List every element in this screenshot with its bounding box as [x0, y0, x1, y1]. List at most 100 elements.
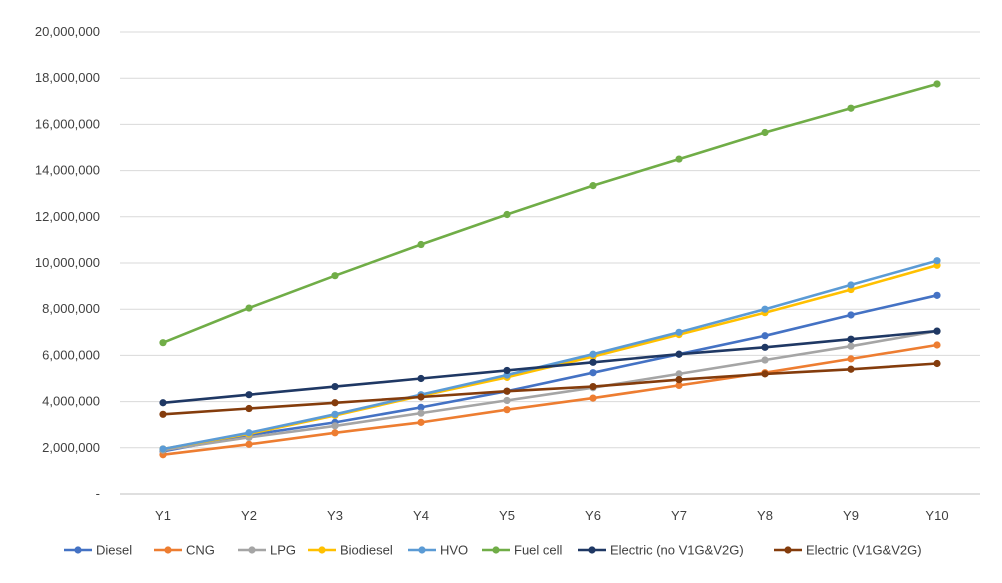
data-point [331, 429, 339, 437]
data-point [933, 257, 941, 265]
data-point [847, 281, 855, 289]
data-point [417, 418, 425, 426]
y-axis: - 2,000,000 4,000,000 6,000,000 8,000,000 10,… [35, 24, 100, 501]
data-point [589, 358, 597, 366]
data-point [761, 356, 769, 364]
data-point [675, 328, 683, 336]
data-point [159, 399, 167, 407]
data-point [761, 128, 769, 137]
legend-swatch-marker [418, 546, 426, 554]
data-point [675, 155, 683, 163]
legend-label: HVO [440, 543, 468, 558]
legend-item: Electric (no V1G&V2G) [578, 543, 744, 558]
data-point [417, 409, 425, 417]
legend-item: LPG [238, 543, 296, 558]
data-point [847, 365, 855, 373]
data-point [933, 80, 941, 88]
legend-item: HVO [408, 543, 468, 558]
series-line [161, 329, 939, 452]
series-electric-v1g-v2g- [159, 359, 941, 418]
x-tick-label: Y10 [925, 508, 948, 523]
legend-swatch-marker [248, 546, 256, 554]
y-tick-label: 8,000,000 [42, 301, 100, 316]
series-electric-no-v1g-v2g- [159, 327, 941, 407]
series-diesel [159, 291, 941, 455]
legend-item: Electric (V1G&V2G) [774, 543, 922, 558]
series-line [161, 362, 939, 416]
data-point [933, 291, 941, 299]
y-tick-label: 14,000,000 [35, 163, 100, 178]
data-point [245, 404, 253, 413]
data-point [331, 399, 339, 407]
legend-item: Fuel cell [482, 543, 563, 558]
data-point [159, 445, 167, 453]
x-tick-label: Y8 [757, 508, 773, 523]
x-tick-label: Y6 [585, 508, 601, 523]
data-point [245, 429, 253, 437]
data-point [761, 343, 769, 351]
legend-swatch-marker [318, 546, 326, 554]
y-tick-label: 2,000,000 [42, 440, 100, 455]
data-point [245, 304, 253, 312]
data-point [589, 369, 597, 377]
data-point [847, 311, 855, 319]
x-tick-label: Y3 [327, 508, 343, 523]
data-point [159, 410, 167, 418]
data-point [417, 403, 425, 411]
series-lines [159, 80, 941, 459]
gridlines [120, 31, 980, 495]
data-point [675, 370, 683, 378]
data-point [675, 350, 683, 358]
series-line [161, 343, 939, 457]
legend-swatch-marker [492, 546, 500, 554]
data-point [331, 382, 339, 391]
legend-label: Diesel [96, 543, 132, 558]
legend-swatch-marker [588, 546, 596, 554]
data-point [331, 410, 339, 418]
data-point [761, 332, 769, 340]
data-point [503, 210, 511, 219]
legend-label: CNG [186, 543, 215, 558]
legend-label: Electric (V1G&V2G) [806, 543, 922, 558]
data-point [847, 355, 855, 363]
data-point [933, 341, 941, 349]
data-point [331, 422, 339, 430]
series-fuel-cell [159, 80, 941, 347]
legend-label: LPG [270, 543, 296, 558]
legend-item: Diesel [64, 543, 132, 558]
data-point [245, 440, 253, 448]
data-point [847, 104, 855, 112]
data-point [675, 381, 683, 390]
legend-swatch-marker [164, 546, 172, 554]
x-tick-label: Y9 [843, 508, 859, 523]
series-line [161, 82, 939, 345]
data-point [417, 393, 425, 401]
data-point [675, 376, 683, 384]
data-point [589, 182, 597, 190]
y-tick-label: 10,000,000 [35, 255, 100, 270]
data-point [245, 391, 253, 399]
legend-item: CNG [154, 543, 215, 558]
x-tick-label: Y2 [241, 508, 257, 523]
data-point [503, 387, 511, 395]
y-tick-label: 16,000,000 [35, 116, 100, 131]
y-tick-label: 6,000,000 [42, 347, 100, 362]
y-tick-label: 18,000,000 [35, 70, 100, 85]
y-tick-label: 4,000,000 [42, 394, 100, 409]
legend-label: Fuel cell [514, 543, 563, 558]
series-line [161, 259, 939, 451]
data-point [417, 240, 425, 249]
y-tick-label: - [96, 486, 100, 501]
series-line [161, 329, 939, 405]
data-point [503, 366, 511, 375]
x-tick-label: Y5 [499, 508, 515, 523]
data-point [589, 394, 597, 402]
data-point [589, 350, 597, 358]
x-axis: Y1 Y2 Y3 Y4 Y5 Y6 Y7 Y8 Y9 Y10 [155, 508, 949, 523]
data-point [847, 335, 855, 343]
data-point [933, 359, 941, 368]
x-tick-label: Y7 [671, 508, 687, 523]
series-biodiesel [159, 261, 941, 453]
